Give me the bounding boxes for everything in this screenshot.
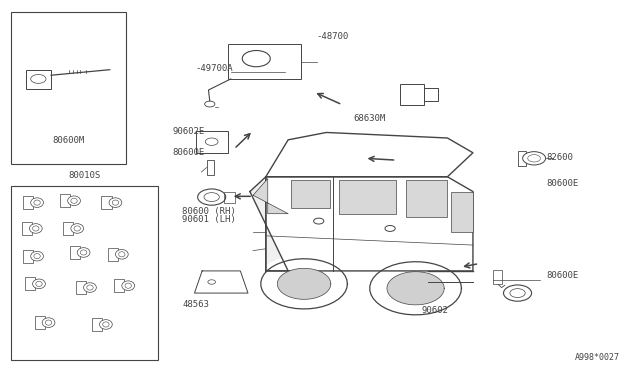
- Ellipse shape: [77, 248, 90, 257]
- Ellipse shape: [84, 283, 97, 292]
- Bar: [424, 88, 438, 101]
- Polygon shape: [261, 259, 348, 309]
- Ellipse shape: [68, 196, 81, 206]
- Bar: [451, 192, 473, 232]
- Bar: [23, 196, 33, 209]
- Ellipse shape: [100, 320, 112, 329]
- Bar: [291, 180, 330, 208]
- Polygon shape: [266, 132, 473, 177]
- Bar: [399, 84, 424, 105]
- Text: 90602: 90602: [422, 306, 449, 315]
- Bar: [23, 250, 33, 263]
- Bar: [228, 44, 301, 79]
- Text: 80010S: 80010S: [68, 171, 100, 180]
- Bar: [101, 196, 111, 209]
- Text: 90602E: 90602E: [172, 127, 204, 136]
- Text: -48700: -48700: [317, 32, 349, 41]
- Text: 82600: 82600: [546, 153, 573, 162]
- Text: 90601 (LH): 90601 (LH): [182, 215, 236, 224]
- Polygon shape: [277, 268, 331, 299]
- Bar: [60, 194, 70, 208]
- Circle shape: [504, 285, 532, 301]
- Bar: [26, 70, 51, 89]
- Polygon shape: [364, 258, 468, 288]
- Bar: [196, 131, 228, 153]
- Polygon shape: [250, 177, 288, 271]
- Bar: [92, 318, 102, 331]
- Bar: [11, 186, 157, 359]
- Bar: [225, 192, 235, 203]
- Text: 68630M: 68630M: [354, 114, 386, 123]
- Text: -49700A: -49700A: [196, 64, 234, 73]
- Bar: [76, 281, 86, 294]
- Bar: [70, 246, 80, 259]
- Ellipse shape: [71, 224, 84, 233]
- Ellipse shape: [31, 198, 44, 208]
- Ellipse shape: [42, 318, 55, 327]
- Ellipse shape: [115, 250, 128, 259]
- Bar: [63, 222, 74, 235]
- Ellipse shape: [122, 281, 134, 291]
- Ellipse shape: [29, 224, 42, 233]
- Bar: [22, 222, 32, 235]
- Text: 80600E: 80600E: [546, 271, 579, 280]
- Text: 80600M: 80600M: [52, 136, 84, 145]
- Bar: [493, 270, 502, 284]
- Bar: [339, 180, 396, 214]
- Bar: [108, 248, 118, 261]
- Polygon shape: [195, 271, 248, 293]
- Text: 80600E: 80600E: [546, 179, 579, 187]
- Circle shape: [198, 189, 226, 205]
- Ellipse shape: [109, 198, 122, 208]
- Ellipse shape: [31, 251, 44, 261]
- Circle shape: [523, 152, 545, 165]
- Bar: [114, 279, 124, 292]
- Bar: [518, 151, 527, 166]
- Text: 80600E: 80600E: [172, 148, 204, 157]
- Text: 48563: 48563: [183, 300, 210, 310]
- Bar: [35, 316, 45, 329]
- Text: A998*0027: A998*0027: [575, 353, 620, 362]
- Polygon shape: [253, 179, 288, 214]
- Bar: [207, 160, 214, 175]
- Bar: [406, 180, 447, 217]
- Polygon shape: [254, 255, 354, 284]
- Polygon shape: [387, 272, 444, 305]
- Ellipse shape: [33, 279, 45, 289]
- Text: 80600 (RH): 80600 (RH): [182, 206, 236, 216]
- Polygon shape: [266, 177, 473, 271]
- Bar: [11, 13, 125, 164]
- Bar: [25, 277, 35, 291]
- Polygon shape: [370, 262, 461, 315]
